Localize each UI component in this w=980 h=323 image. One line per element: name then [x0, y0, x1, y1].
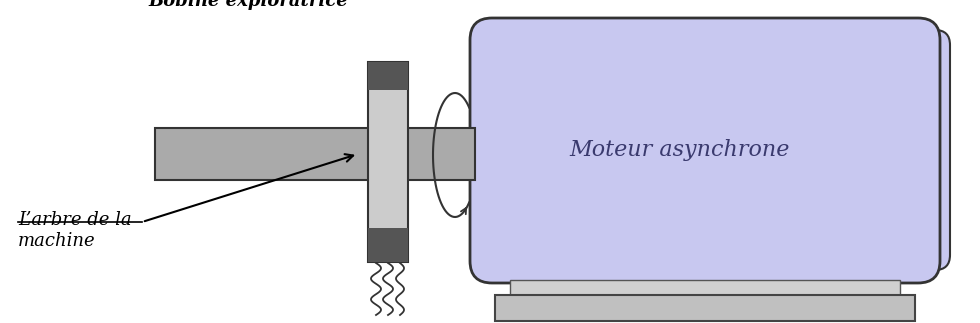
FancyBboxPatch shape — [470, 18, 940, 283]
Text: Moteur asynchrone: Moteur asynchrone — [569, 139, 790, 161]
Bar — [495, 295, 915, 321]
Bar — [368, 62, 408, 90]
FancyBboxPatch shape — [920, 30, 950, 270]
Bar — [368, 228, 408, 262]
Bar — [368, 62, 408, 262]
Bar — [155, 128, 475, 180]
Text: L’arbre de la
machine: L’arbre de la machine — [18, 211, 131, 250]
Bar — [510, 280, 900, 298]
Text: Bobine exploratrice: Bobine exploratrice — [148, 0, 348, 10]
